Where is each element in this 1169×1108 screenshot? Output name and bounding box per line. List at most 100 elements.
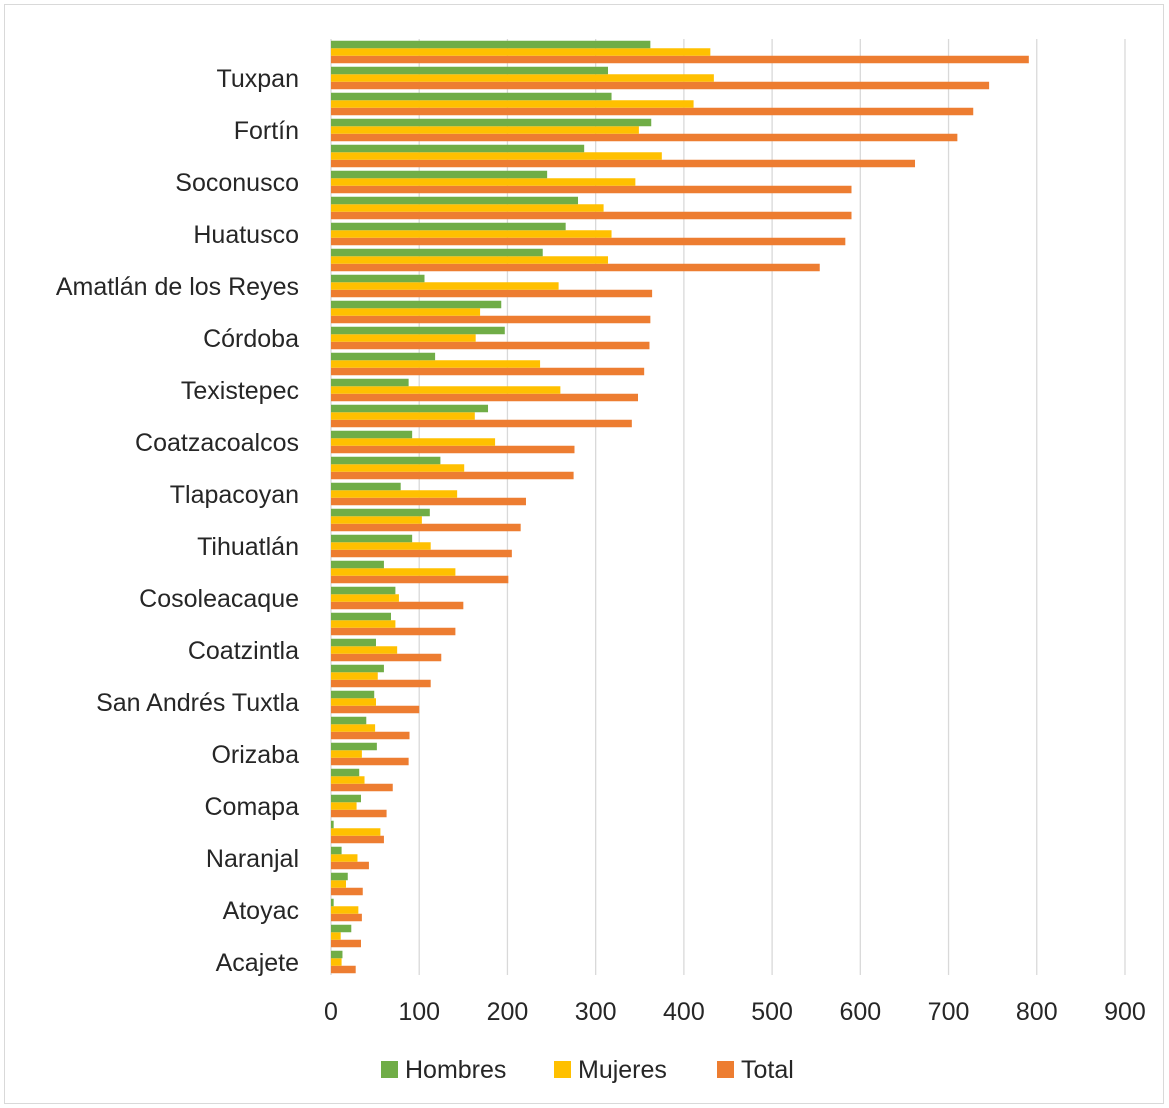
- bar-mujeres: [331, 308, 481, 316]
- bar-total: [331, 211, 852, 220]
- bar-hombres: [331, 846, 342, 855]
- bar-hombres: [331, 742, 377, 751]
- bar-hombres: [331, 222, 566, 231]
- bar-mujeres: [331, 854, 358, 862]
- bar-mujeres: [331, 412, 475, 420]
- bar-mujeres: [331, 750, 362, 758]
- bar-total: [331, 237, 846, 246]
- bar-total: [331, 185, 852, 194]
- bar-mujeres: [331, 542, 431, 550]
- bar-hombres: [331, 248, 543, 257]
- category-label: Córdoba: [203, 325, 299, 353]
- category-label: Cosoleacaque: [139, 585, 299, 613]
- category-label: Tihuatlán: [197, 533, 299, 561]
- bar-total: [331, 419, 632, 428]
- bar-total: [331, 705, 420, 714]
- bar-mujeres: [331, 74, 714, 82]
- x-tick-label: 400: [663, 998, 705, 1026]
- x-tick-label: 0: [324, 998, 338, 1026]
- bar-hombres: [331, 560, 384, 569]
- bar-mujeres: [331, 100, 694, 108]
- bar-mujeres: [331, 932, 341, 940]
- legend-swatch-total: [717, 1061, 734, 1078]
- legend-label-total: Total: [741, 1056, 794, 1084]
- bar-mujeres: [331, 906, 359, 914]
- bar-hombres: [331, 716, 367, 725]
- bar-hombres: [331, 144, 585, 153]
- bar-mujeres: [331, 490, 458, 498]
- bar-hombres: [331, 820, 334, 829]
- bar-mujeres: [331, 282, 559, 290]
- bar-mujeres: [331, 958, 342, 966]
- bar-mujeres: [331, 230, 612, 238]
- category-label: Tuxpan: [217, 65, 299, 93]
- bar-hombres: [331, 378, 409, 387]
- bar-total: [331, 965, 356, 974]
- category-label: Amatlán de los Reyes: [56, 273, 299, 301]
- bar-mujeres: [331, 620, 396, 628]
- legend-label-mujeres: Mujeres: [578, 1056, 667, 1084]
- bar-mujeres: [331, 204, 604, 212]
- bar-mujeres: [331, 48, 711, 56]
- bar-mujeres: [331, 360, 541, 368]
- bar-total: [331, 315, 651, 324]
- bar-total: [331, 887, 363, 896]
- bar-hombres: [331, 40, 651, 49]
- bar-total: [331, 601, 464, 610]
- bar-hombres: [331, 456, 441, 465]
- bar-mujeres: [331, 464, 465, 472]
- gridlines: [330, 39, 1126, 975]
- bar-hombres: [331, 768, 360, 777]
- x-tick-label: 200: [487, 998, 529, 1026]
- bar-mujeres: [331, 880, 346, 888]
- category-label: Coatzacoalcos: [135, 429, 299, 457]
- bar-hombres: [331, 690, 375, 699]
- bar-mujeres: [331, 698, 376, 706]
- bar-hombres: [331, 586, 396, 595]
- bar-total: [331, 913, 362, 922]
- category-label: Fortín: [234, 117, 299, 145]
- category-label: Comapa: [205, 793, 300, 821]
- bar-hombres: [331, 404, 489, 413]
- bar-hombres: [331, 352, 436, 361]
- bar-mujeres: [331, 828, 381, 836]
- bar-total: [331, 393, 639, 402]
- bar-total: [331, 731, 410, 740]
- legend-swatch-mujeres: [554, 1061, 571, 1078]
- bar-total: [331, 653, 442, 662]
- bar-total: [331, 341, 650, 350]
- bar-mujeres: [331, 646, 398, 654]
- bar-hombres: [331, 430, 413, 439]
- x-tick-label: 300: [575, 998, 617, 1026]
- bar-hombres: [331, 92, 612, 101]
- bar-mujeres: [331, 386, 561, 394]
- category-label: Soconusco: [175, 169, 299, 197]
- category-label: San Andrés Tuxtla: [96, 689, 299, 717]
- bar-hombres: [331, 482, 401, 491]
- bar-total: [331, 445, 575, 454]
- bar-total: [331, 133, 958, 142]
- bar-total: [331, 627, 456, 636]
- legend-label-hombres: Hombres: [405, 1056, 506, 1084]
- bar-hombres: [331, 508, 430, 517]
- bar-total: [331, 523, 521, 532]
- bar-hombres: [331, 924, 352, 933]
- category-label: Acajete: [216, 949, 299, 977]
- category-label: Orizaba: [211, 741, 299, 769]
- bar-mujeres: [331, 152, 662, 160]
- bar-total: [331, 471, 574, 480]
- bar-mujeres: [331, 438, 496, 446]
- bar-mujeres: [331, 568, 456, 576]
- x-tick-label: 500: [751, 998, 793, 1026]
- category-label: Atoyac: [223, 897, 299, 925]
- bar-mujeres: [331, 594, 399, 602]
- chart-frame: Acajete Atoyac Naranjal Comapa Orizaba San An…: [4, 4, 1164, 1104]
- bar-total: [331, 939, 361, 948]
- category-label: Naranjal: [206, 845, 299, 873]
- bar-total: [331, 289, 653, 298]
- x-tick-label: 900: [1104, 998, 1146, 1026]
- category-label: Tlapacoyan: [170, 481, 299, 509]
- bar-mujeres: [331, 126, 639, 134]
- bar-chart: Acajete Atoyac Naranjal Comapa Orizaba San An…: [56, 39, 1146, 1084]
- bar-mujeres: [331, 802, 357, 810]
